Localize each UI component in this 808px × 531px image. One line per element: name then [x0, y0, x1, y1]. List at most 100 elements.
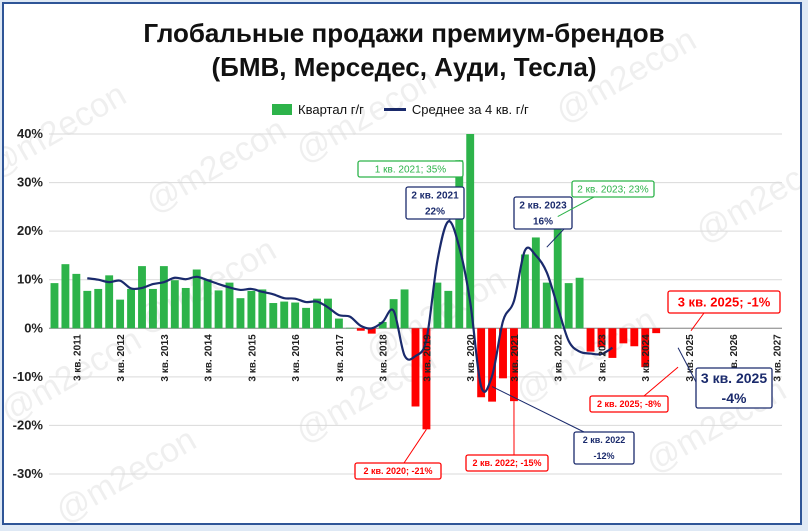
- watermark-10: @m2econ: [49, 420, 203, 525]
- bar: [116, 299, 125, 329]
- callout-q1-2021-text: 1 кв. 2021; 35%: [375, 165, 447, 176]
- callout-avg-q2-2023-text: 16%: [533, 217, 553, 228]
- x-tick-label: 3 кв. 2015: [247, 334, 258, 382]
- bar: [422, 328, 431, 430]
- callout-q3-2025-text: 3 кв. 2025; -1%: [678, 295, 771, 310]
- bar: [61, 264, 70, 329]
- bar: [324, 298, 332, 329]
- callout-avg-q2-2023-text: 2 кв. 2023: [519, 201, 567, 212]
- callout-q2-2020-leader: [403, 429, 427, 464]
- bar: [181, 287, 190, 329]
- bar: [50, 283, 59, 329]
- x-tick-label: 3 кв. 2025: [685, 334, 696, 382]
- bar: [477, 328, 486, 398]
- bar: [72, 273, 81, 329]
- y-tick-label: 0%: [24, 320, 43, 335]
- x-tick-label: 3 кв. 2012: [116, 334, 127, 382]
- bar: [641, 328, 650, 368]
- x-tick-label: 3 кв. 2024: [641, 334, 652, 382]
- bar: [159, 266, 168, 329]
- bar: [356, 328, 365, 331]
- bar: [378, 321, 387, 329]
- bar: [619, 328, 628, 344]
- legend-line-swatch: [383, 108, 406, 111]
- bar: [127, 288, 135, 329]
- chart-title: Глобальные продажи премиум-брендов (БМВ,…: [4, 16, 800, 84]
- bar: [170, 280, 179, 329]
- bar: [236, 298, 245, 329]
- bar: [345, 327, 354, 329]
- x-tick-label: 3 кв. 2016: [291, 334, 302, 382]
- watermark-3: @m2econ: [549, 20, 703, 131]
- bar: [542, 282, 551, 329]
- y-tick-label: -30%: [13, 466, 44, 481]
- chart-title-line2: (БМВ, Мерседес, Ауди, Тесла): [211, 52, 597, 82]
- bar: [225, 282, 234, 329]
- bar: [192, 269, 201, 329]
- watermark-7: @m2econ: [289, 340, 443, 451]
- bar: [488, 328, 497, 402]
- bar: [466, 134, 475, 329]
- callout-avg-q3-2025-box: [695, 367, 773, 409]
- callout-q2-2025-leader: [643, 366, 679, 397]
- callout-avg-q3-2025-leader: [677, 347, 697, 383]
- bar: [400, 289, 409, 329]
- callout-q2-2022-box: [465, 454, 549, 472]
- callout-q2-2022-text: 2 кв. 2022; -15%: [472, 458, 541, 468]
- bar: [203, 279, 212, 329]
- bar: [553, 216, 562, 329]
- x-tick-label: 3 кв. 2019: [422, 334, 433, 382]
- bar: [269, 303, 278, 329]
- x-tick-label: 3 кв. 2022: [554, 334, 565, 382]
- x-tick-label: 3 кв. 2021: [510, 334, 521, 382]
- bar: [302, 307, 311, 329]
- callout-avg-q2-2021-box: [405, 186, 465, 220]
- legend: Квартал г/г Среднее за 4 кв. г/г: [272, 102, 529, 117]
- y-tick-label: -20%: [13, 417, 44, 432]
- callout-avg-q2-2022-leader: [491, 386, 585, 433]
- chart-frame: Глобальные продажи премиум-брендов (БМВ,…: [2, 2, 802, 525]
- x-tick-label: 3 кв. 2026: [729, 334, 740, 382]
- x-tick-label: 3 кв. 2017: [335, 334, 346, 382]
- bar: [433, 282, 442, 329]
- bar: [247, 290, 256, 329]
- callout-avg-q2-2022-text: -12%: [593, 451, 614, 461]
- y-tick-label: 20%: [17, 223, 43, 238]
- callout-q2-2025-text: 2 кв. 2025; -8%: [597, 399, 661, 409]
- callout-q3-2025-box: [667, 290, 781, 314]
- x-tick-label: 3 кв. 2013: [160, 334, 171, 382]
- bar: [608, 328, 617, 358]
- bar: [258, 289, 267, 329]
- bar: [94, 288, 103, 329]
- callout-avg-q2-2022-text: 2 кв. 2022: [583, 435, 626, 445]
- bar: [520, 254, 529, 329]
- bar: [510, 328, 518, 402]
- bar: [334, 318, 343, 329]
- x-tick-label: 3 кв. 2027: [773, 334, 784, 382]
- avg-line: [87, 220, 614, 393]
- bar: [564, 283, 573, 329]
- callout-q2-2023-box: [571, 180, 655, 198]
- y-tick-label: 40%: [17, 126, 43, 141]
- bar: [83, 290, 92, 329]
- x-tick-label: 3 кв. 2018: [379, 334, 390, 382]
- bar: [444, 290, 453, 329]
- bar: [148, 288, 157, 329]
- callout-avg-q2-2022-box: [573, 431, 635, 465]
- y-tick-label: 30%: [17, 175, 43, 190]
- chart-title-line1: Глобальные продажи премиум-брендов: [143, 18, 665, 48]
- y-tick-label: -10%: [13, 369, 44, 384]
- x-tick-label: 3 кв. 2020: [466, 334, 477, 382]
- bar: [138, 266, 146, 329]
- callout-q1-2021-box: [357, 160, 464, 178]
- bar: [291, 302, 300, 329]
- chart-plot: @m2econ @m2econ@m2econ @m2econ@m2econ@m2ec…: [4, 20, 800, 525]
- bar: [214, 290, 223, 329]
- x-tick-label: 3 кв. 2014: [204, 334, 215, 382]
- x-tick-label: 3 кв. 2023: [597, 334, 608, 382]
- callout-q2-2020-box: [354, 462, 442, 480]
- bar: [630, 328, 639, 347]
- callout-avg-q2-2021-text: 2 кв. 2021: [411, 191, 459, 202]
- legend-bar-swatch: [272, 104, 292, 115]
- bar: [531, 237, 540, 329]
